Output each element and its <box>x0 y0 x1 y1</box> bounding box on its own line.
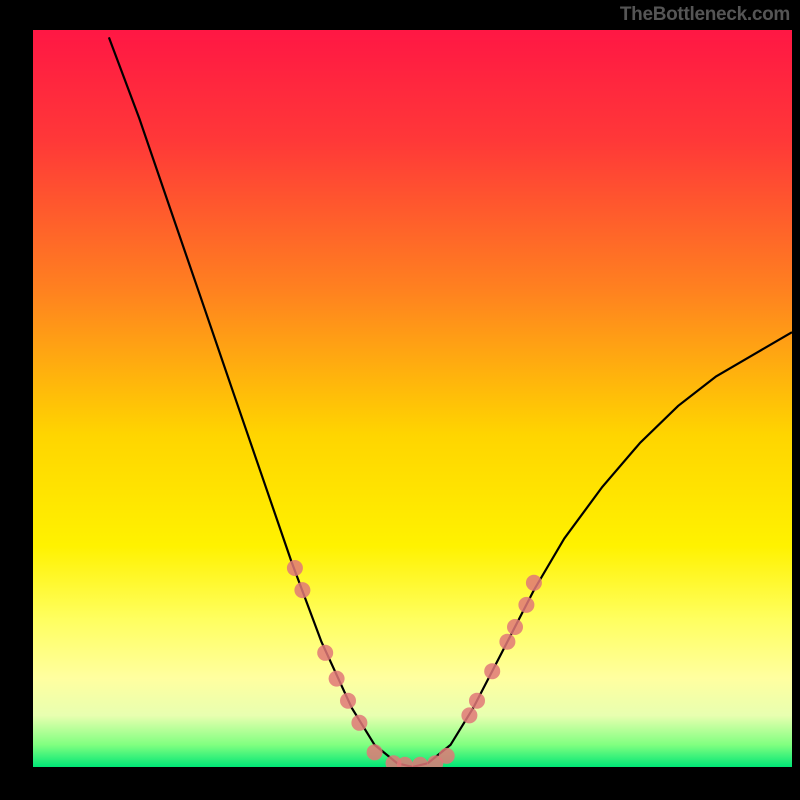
data-marker <box>499 634 515 650</box>
data-marker <box>294 582 310 598</box>
data-marker <box>329 671 345 687</box>
data-marker <box>518 597 534 613</box>
data-marker <box>367 744 383 760</box>
data-marker <box>461 707 477 723</box>
data-marker <box>287 560 303 576</box>
data-marker <box>507 619 523 635</box>
chart-svg <box>0 0 800 800</box>
data-marker <box>484 663 500 679</box>
data-marker <box>469 693 485 709</box>
data-marker <box>317 645 333 661</box>
watermark-text: TheBottleneck.com <box>620 4 790 26</box>
data-marker <box>351 715 367 731</box>
data-marker <box>526 575 542 591</box>
data-marker <box>439 748 455 764</box>
data-marker <box>340 693 356 709</box>
chart-container: TheBottleneck.com <box>0 0 800 800</box>
